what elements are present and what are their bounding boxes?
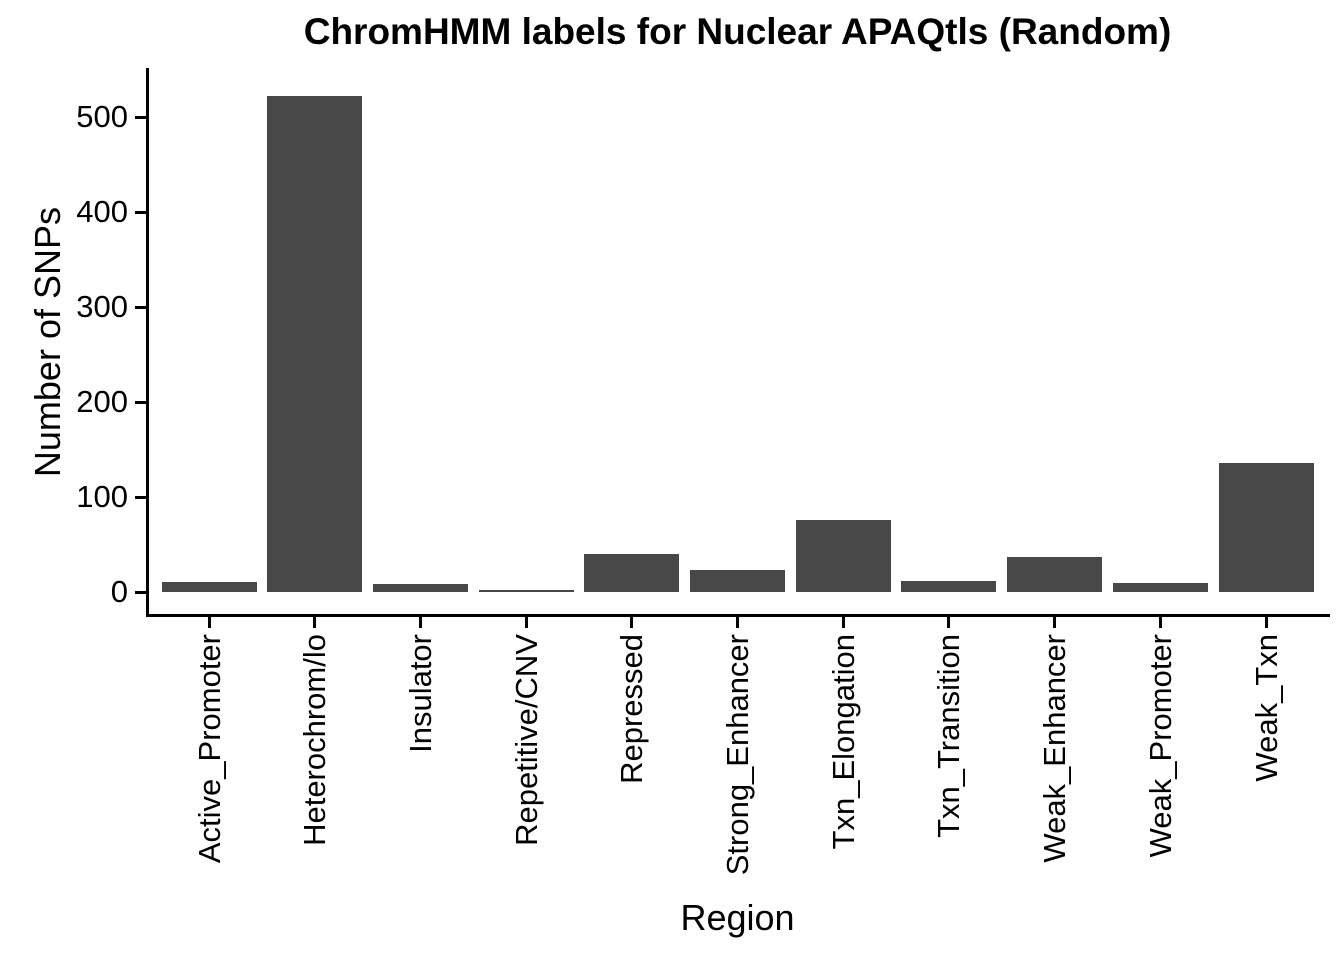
- x-tick-mark: [1053, 617, 1057, 628]
- y-tick-mark: [135, 400, 146, 404]
- y-tick-mark: [135, 305, 146, 309]
- x-tick-mark: [1264, 617, 1268, 628]
- bar-heterochrom-lo: [267, 96, 363, 592]
- bar-weak-txn: [1218, 463, 1314, 592]
- x-tick-label: Weak_Txn: [1248, 634, 1284, 782]
- x-tick-label: Repetitive/CNV: [508, 634, 544, 846]
- y-tick-label: 0: [110, 574, 128, 609]
- x-tick-mark: [207, 617, 211, 628]
- y-tick-label: 100: [76, 479, 128, 514]
- bar-txn-elongation: [795, 520, 891, 592]
- x-tick-label: Txn_Elongation: [825, 634, 861, 850]
- x-tick-mark: [1158, 617, 1162, 628]
- x-tick-mark: [524, 617, 528, 628]
- bar-txn-transition: [901, 581, 997, 592]
- bar-repressed: [584, 554, 680, 592]
- y-tick-label: 200: [76, 384, 128, 419]
- x-axis-line: [146, 614, 1330, 617]
- y-tick-mark: [135, 495, 146, 499]
- x-tick-label: Active_Promoter: [191, 634, 227, 864]
- x-tick-label: Repressed: [614, 634, 650, 784]
- x-tick-mark: [630, 617, 634, 628]
- x-tick-mark: [313, 617, 317, 628]
- bar-weak-enhancer: [1007, 557, 1103, 592]
- x-tick-label: Strong_Enhancer: [720, 634, 755, 876]
- x-tick-mark: [736, 617, 739, 628]
- y-tick-mark: [135, 590, 146, 594]
- y-tick-label: 400: [76, 194, 128, 229]
- x-tick-label: Insulator: [402, 634, 438, 753]
- y-tick-label: 500: [76, 99, 128, 134]
- x-tick-mark: [418, 617, 422, 628]
- x-tick-mark: [947, 617, 951, 628]
- bar-insulator: [372, 584, 468, 592]
- x-tick-mark: [841, 617, 845, 628]
- chart-title: ChromHMM labels for Nuclear APAQtls (Ran…: [303, 11, 1172, 52]
- y-axis-line: [146, 68, 149, 617]
- bar-active-promoter: [161, 582, 257, 592]
- x-tick-label: Heterochrom/lo: [297, 634, 333, 846]
- x-tick-label: Weak_Enhancer: [1037, 634, 1073, 863]
- bar-weak-promoter: [1112, 583, 1208, 592]
- y-tick-label: 300: [76, 289, 128, 324]
- bar-strong-enhancer: [690, 570, 785, 592]
- bar-repetitive-cnv: [478, 590, 574, 592]
- y-tick-mark: [135, 210, 146, 214]
- x-tick-label: Txn_Transition: [931, 634, 967, 838]
- x-axis-title: Region: [680, 897, 795, 938]
- y-tick-mark: [135, 115, 146, 119]
- x-tick-label: Weak_Promoter: [1142, 634, 1178, 858]
